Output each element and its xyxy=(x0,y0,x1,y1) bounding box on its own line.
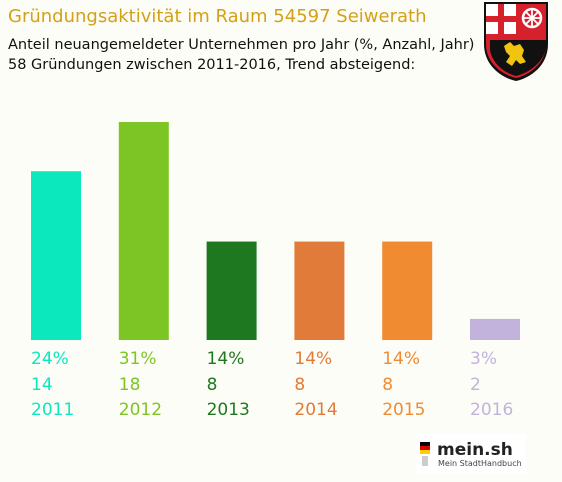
percent-label-2016: 3% xyxy=(470,349,497,369)
count-label-2011: 14 xyxy=(31,375,53,395)
year-label-2014: 2014 xyxy=(294,400,337,420)
count-label-2012: 18 xyxy=(119,375,141,395)
brand-name[interactable]: mein.sh xyxy=(437,440,513,460)
subtitle-line-1: Anteil neuangemeldeter Unternehmen pro J… xyxy=(8,37,475,53)
year-label-2011: 2011 xyxy=(31,400,74,420)
percent-label-2013: 14% xyxy=(207,349,245,369)
year-label-2013: 2013 xyxy=(207,400,250,420)
count-label-2015: 8 xyxy=(382,375,393,395)
chart-subtitle: Anteil neuangemeldeter Unternehmen pro J… xyxy=(8,35,474,75)
brand-tagline: Mein StadtHandbuch xyxy=(438,459,522,468)
bar-2014 xyxy=(294,241,345,340)
subtitle-line-2: 58 Gründungen zwischen 2011-2016, Trend … xyxy=(8,57,416,73)
percent-label-2015: 14% xyxy=(382,349,420,369)
count-label-2013: 8 xyxy=(207,375,218,395)
bar-2011 xyxy=(31,171,81,340)
percent-label-2012: 31% xyxy=(119,349,157,369)
year-label-2012: 2012 xyxy=(119,400,162,420)
bar-2013 xyxy=(206,241,257,340)
count-label-2014: 8 xyxy=(294,375,305,395)
coat-of-arms-icon xyxy=(484,2,548,81)
year-label-2015: 2015 xyxy=(382,400,425,420)
bar-2015 xyxy=(382,241,433,340)
bar-2016 xyxy=(470,318,520,340)
mein-sh-logo-icon xyxy=(416,434,526,474)
year-label-2016: 2016 xyxy=(470,400,513,420)
chart-title: Gründungsaktivität im Raum 54597 Seiwera… xyxy=(8,6,427,27)
percent-label-2014: 14% xyxy=(294,349,332,369)
count-label-2016: 2 xyxy=(470,375,481,395)
bar-2012 xyxy=(118,122,169,340)
percent-label-2011: 24% xyxy=(31,349,69,369)
